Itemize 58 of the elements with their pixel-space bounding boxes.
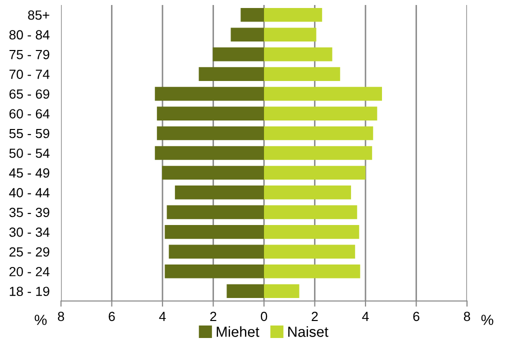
x-tick-label: 8 [58,312,64,322]
y-tick-label: 35 - 39 [9,208,50,218]
y-tick-label: 30 - 34 [9,228,50,237]
bar [156,126,264,140]
bar [264,126,374,140]
bar [264,225,360,239]
bar [264,8,322,22]
y-tick-label: 18 - 19 [10,286,50,296]
y-tick-label: 85+ [28,10,50,20]
y-tick-label: 75 - 79 [9,50,50,60]
bar [156,106,264,120]
y-tick-label: 55 - 59 [9,128,50,138]
legend-label: Miehet [216,326,260,337]
bar [212,47,264,62]
y-tick-label: 20 - 24 [9,266,50,276]
y-tick-label: 80 - 84 [9,30,50,40]
text: % [34,314,47,325]
legend-label: Naiset [288,326,328,337]
bar [264,86,382,101]
x-tick-label: 0 [260,312,268,322]
y-tick-label: 60 - 64 [9,109,50,118]
bar [162,166,264,180]
x-tick-label: 2 [312,312,318,321]
bar [166,205,264,220]
bar [264,244,356,259]
bar [264,166,366,180]
bar [240,8,264,22]
bar [230,28,264,42]
bar [264,28,316,42]
text: % [481,314,494,325]
bar [264,106,378,120]
bar [264,284,300,298]
x-tick-label: 8 [464,312,470,322]
x-tick-label: 2 [210,312,216,321]
bar [198,67,264,81]
x-tick-label: 4 [362,312,369,321]
y-tick-label: 40 - 44 [9,188,50,198]
x-tick-label: 6 [108,312,115,322]
y-tick-label: 50 - 54 [9,148,50,158]
bar [264,146,372,160]
bar [264,47,332,62]
bar [168,244,264,259]
x-tick-label: 4 [159,312,166,321]
bar [264,186,352,200]
bar [164,264,264,278]
x-tick-label: 6 [413,312,420,322]
bar [226,284,264,298]
bar [154,86,264,101]
bar [164,225,264,239]
bar [174,186,264,200]
bar [154,146,264,160]
bar [264,264,360,278]
y-tick-label: 70 - 74 [9,70,50,79]
y-tick-label: 45 - 49 [9,168,50,178]
bar [264,67,340,81]
y-tick-label: 65 - 69 [9,89,50,99]
y-tick-label: 25 - 29 [9,247,50,257]
bar [264,205,358,220]
